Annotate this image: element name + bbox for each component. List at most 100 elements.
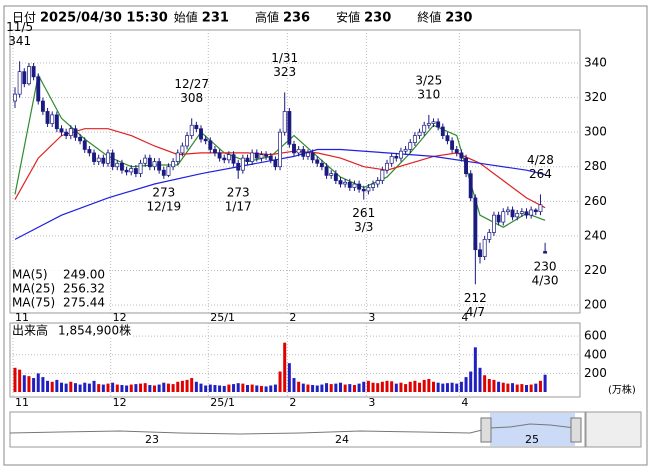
- volume-bar: [390, 381, 394, 392]
- annotation-value: 212: [464, 291, 487, 305]
- volume-bar: [125, 385, 129, 392]
- candle-body: [17, 71, 22, 95]
- volume-bar: [292, 378, 296, 392]
- candle-body: [478, 249, 482, 257]
- volume-bar: [455, 383, 459, 392]
- candle-body: [129, 168, 134, 173]
- navigator-handle-left[interactable]: [480, 417, 492, 443]
- candle-body: [473, 197, 478, 251]
- header-value: 236: [283, 11, 310, 26]
- candle-body: [510, 209, 515, 218]
- x-tick-label: 4: [461, 396, 468, 409]
- candle-body: [73, 128, 78, 138]
- volume-bar: [283, 342, 287, 392]
- x-tick-label: 25/1: [210, 396, 235, 409]
- y-tick-label: 240: [584, 228, 607, 242]
- candle-body: [203, 138, 208, 142]
- candle-body: [468, 173, 473, 199]
- volume-bar: [464, 377, 468, 392]
- candle-body: [264, 154, 269, 157]
- volume-bar: [404, 384, 408, 392]
- volume-bar: [357, 383, 361, 392]
- volume-bar: [64, 383, 68, 392]
- volume-bar: [199, 383, 203, 392]
- candle-body: [250, 152, 255, 162]
- candle-body: [333, 173, 338, 181]
- candle-body: [13, 93, 17, 102]
- candle-body: [292, 143, 296, 154]
- volume-bar: [69, 381, 73, 392]
- volume-bar: [22, 375, 26, 392]
- volume-bar: [538, 380, 542, 392]
- navigator-scroll[interactable]: [585, 411, 642, 448]
- volume-bar: [18, 369, 22, 392]
- candle-body: [543, 251, 548, 254]
- candle-body: [119, 162, 124, 171]
- candle-body: [50, 114, 55, 124]
- candle-body: [338, 180, 343, 185]
- candle-body: [445, 135, 450, 142]
- volume-bar: [236, 383, 240, 392]
- candle-body: [426, 123, 431, 126]
- volume-bar: [450, 382, 454, 392]
- volume-bar: [166, 383, 170, 392]
- volume-unit: (万株): [608, 383, 636, 396]
- candle-body: [329, 173, 334, 176]
- candle-body: [282, 111, 287, 133]
- volume-bar: [483, 375, 487, 392]
- x-tick-label: 3: [368, 396, 375, 409]
- candle-body: [371, 183, 376, 188]
- candle-body: [273, 159, 278, 168]
- ma-line: [14, 148, 546, 240]
- header-value: 230: [445, 11, 472, 26]
- volume-bar: [385, 380, 389, 392]
- candle-body: [222, 157, 227, 161]
- candle-body: [180, 145, 185, 154]
- annotation-value: 264: [529, 167, 552, 181]
- volume-bar: [487, 378, 491, 392]
- candle-body: [436, 121, 441, 128]
- candle-body: [306, 152, 310, 157]
- volume-bar: [255, 385, 259, 392]
- candle-body: [482, 239, 487, 257]
- candle-body: [496, 214, 501, 223]
- volume-bar: [297, 381, 301, 392]
- candle-body: [357, 183, 362, 190]
- volume-bar: [204, 385, 208, 392]
- candle-body: [36, 76, 41, 102]
- volume-bar: [92, 380, 96, 392]
- candle-body: [408, 142, 413, 150]
- volume-bar: [334, 383, 338, 392]
- candle-body: [505, 209, 510, 213]
- volume-bar: [543, 374, 547, 392]
- volume-label: 出来高: [12, 323, 48, 338]
- volume-bar: [306, 384, 310, 392]
- volume-bar: [87, 383, 91, 392]
- legend-value: 256.32: [63, 282, 105, 296]
- candle-body: [115, 162, 120, 168]
- candle-body: [133, 168, 138, 175]
- candle-body: [529, 209, 534, 216]
- candle-body: [157, 161, 162, 171]
- navigator-handle-right[interactable]: [570, 417, 582, 443]
- annotation-value: 273: [152, 185, 175, 199]
- volume-bar: [264, 386, 268, 392]
- candle-body: [417, 131, 422, 136]
- header-value: 231: [202, 11, 229, 26]
- navigator-selection[interactable]: [490, 413, 575, 446]
- candle-body: [106, 152, 110, 164]
- volume-bar: [529, 384, 533, 392]
- volume-bar: [320, 384, 324, 392]
- x-tick-label: 11: [15, 396, 29, 409]
- legend-value: 249.00: [63, 268, 105, 282]
- candle-body: [226, 154, 231, 161]
- candle-body: [319, 162, 324, 168]
- volume-bar: [362, 381, 366, 392]
- candle-body: [199, 128, 203, 140]
- x-tick-label: 2: [289, 311, 296, 324]
- volume-bar: [50, 381, 54, 392]
- legend-name: MA(5): [12, 268, 48, 282]
- volume-bar: [115, 384, 119, 392]
- volume-bar: [129, 384, 133, 392]
